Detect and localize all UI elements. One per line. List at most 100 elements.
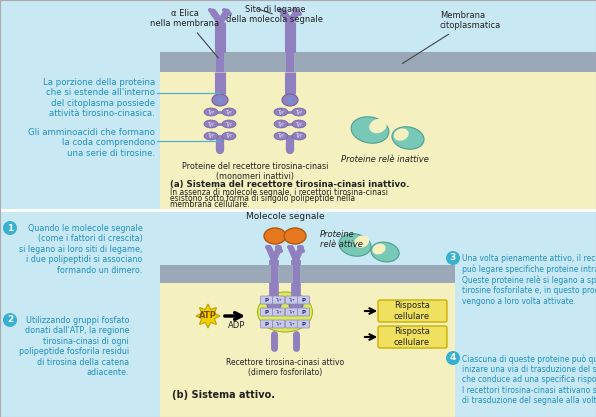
Bar xyxy=(216,52,224,72)
Ellipse shape xyxy=(274,108,288,116)
Circle shape xyxy=(446,351,460,365)
Text: 2: 2 xyxy=(7,316,13,324)
Text: Risposta
cellulare: Risposta cellulare xyxy=(394,327,430,347)
Text: Utilizzando gruppi fosfato
donati dall'ATP, la regione
tirosina-cinasi di ogni
p: Utilizzando gruppi fosfato donati dall'A… xyxy=(19,316,129,377)
Text: 3: 3 xyxy=(450,254,456,262)
Bar xyxy=(160,0,596,52)
Text: Tyr: Tyr xyxy=(296,133,303,138)
Bar xyxy=(0,0,596,210)
Circle shape xyxy=(3,221,17,235)
Ellipse shape xyxy=(264,228,286,244)
FancyBboxPatch shape xyxy=(285,320,297,328)
Text: membrana cellulare.: membrana cellulare. xyxy=(170,200,250,209)
Ellipse shape xyxy=(369,119,387,133)
Text: P: P xyxy=(302,297,306,302)
Text: Tyr: Tyr xyxy=(225,133,232,138)
Text: P: P xyxy=(265,309,269,314)
FancyBboxPatch shape xyxy=(260,320,272,328)
Circle shape xyxy=(446,251,460,265)
Ellipse shape xyxy=(355,236,370,248)
Ellipse shape xyxy=(282,94,298,106)
Bar xyxy=(160,265,455,283)
Text: Tyr: Tyr xyxy=(277,121,285,126)
Bar xyxy=(160,72,596,210)
Bar xyxy=(160,283,455,417)
Text: Tyr: Tyr xyxy=(275,322,282,326)
Text: α Elica
nella membrana: α Elica nella membrana xyxy=(150,9,219,58)
Text: Tyr: Tyr xyxy=(277,133,285,138)
Text: Tyr: Tyr xyxy=(288,310,294,314)
Text: Tyr: Tyr xyxy=(296,110,303,115)
Text: Tyr: Tyr xyxy=(275,310,282,314)
FancyBboxPatch shape xyxy=(297,320,309,328)
Text: Una volta pienamente attivo, il recettore
può legare specifiche proteine intrace: Una volta pienamente attivo, il recettor… xyxy=(462,254,596,306)
Ellipse shape xyxy=(372,244,386,254)
Ellipse shape xyxy=(292,132,306,140)
Ellipse shape xyxy=(257,292,312,332)
Text: esistono sotto forma di singolo polipeptide nella: esistono sotto forma di singolo polipept… xyxy=(170,194,355,203)
Text: 4: 4 xyxy=(450,354,456,362)
Bar xyxy=(160,210,455,265)
Ellipse shape xyxy=(392,127,424,149)
Text: Molecole segnale: Molecole segnale xyxy=(246,212,324,221)
Text: P: P xyxy=(265,322,269,327)
Bar xyxy=(271,265,278,283)
Text: Tyr: Tyr xyxy=(207,110,215,115)
Circle shape xyxy=(3,313,17,327)
FancyBboxPatch shape xyxy=(297,308,309,316)
Ellipse shape xyxy=(274,120,288,128)
Ellipse shape xyxy=(204,132,218,140)
Text: (a) Sistema del recettore tirosina-cinasi inattivo.: (a) Sistema del recettore tirosina-cinas… xyxy=(170,180,409,189)
Text: Tyr: Tyr xyxy=(288,322,294,326)
Text: Ciascuna di queste proteine può quindi
inizare una via di trasduzione del segnal: Ciascuna di queste proteine può quindi i… xyxy=(462,354,596,405)
Circle shape xyxy=(217,97,223,103)
Text: Recettore tirosina-cinasi attivo
(dimero fosforilato): Recettore tirosina-cinasi attivo (dimero… xyxy=(226,358,344,377)
FancyBboxPatch shape xyxy=(272,320,284,328)
Text: ATP: ATP xyxy=(199,311,217,321)
Ellipse shape xyxy=(222,120,236,128)
Text: La porzione della proteina
che si estende all'interno
del citoplasma possiede
at: La porzione della proteina che si estend… xyxy=(43,78,155,118)
Bar xyxy=(286,52,294,72)
FancyBboxPatch shape xyxy=(260,296,272,304)
Ellipse shape xyxy=(351,117,389,143)
FancyBboxPatch shape xyxy=(285,308,297,316)
Text: P: P xyxy=(302,322,306,327)
Ellipse shape xyxy=(222,108,236,116)
Text: Tyr: Tyr xyxy=(296,121,303,126)
Text: Membrana
citoplasmatica: Membrana citoplasmatica xyxy=(402,10,501,63)
FancyBboxPatch shape xyxy=(297,296,309,304)
Bar xyxy=(160,52,596,72)
Text: Sito di legame
della molecola segnale: Sito di legame della molecola segnale xyxy=(226,5,324,25)
Text: Tyr: Tyr xyxy=(288,298,294,302)
Ellipse shape xyxy=(339,234,371,256)
Text: 1: 1 xyxy=(7,224,13,233)
FancyBboxPatch shape xyxy=(260,308,272,316)
Ellipse shape xyxy=(204,120,218,128)
FancyBboxPatch shape xyxy=(378,300,447,322)
Text: ADP: ADP xyxy=(228,322,246,331)
Text: Tyr: Tyr xyxy=(225,121,232,126)
Ellipse shape xyxy=(292,120,306,128)
Text: Proteine del recettore tirosina-cinasi
(monomeri inattivi): Proteine del recettore tirosina-cinasi (… xyxy=(182,162,328,181)
Ellipse shape xyxy=(204,108,218,116)
Ellipse shape xyxy=(289,300,303,310)
Text: (b) Sistema attivo.: (b) Sistema attivo. xyxy=(172,390,275,400)
Bar xyxy=(293,265,300,283)
Text: Tyr: Tyr xyxy=(277,110,285,115)
FancyBboxPatch shape xyxy=(285,296,297,304)
Text: Risposta
cellulare: Risposta cellulare xyxy=(394,301,430,321)
Ellipse shape xyxy=(212,94,228,106)
Ellipse shape xyxy=(394,128,409,141)
Text: Tyr: Tyr xyxy=(225,110,232,115)
Text: Proteine relè inattive: Proteine relè inattive xyxy=(341,155,429,164)
FancyBboxPatch shape xyxy=(378,326,447,348)
Ellipse shape xyxy=(292,108,306,116)
Text: Tyr: Tyr xyxy=(275,298,282,302)
Text: Tyr: Tyr xyxy=(207,133,215,138)
FancyBboxPatch shape xyxy=(272,308,284,316)
Polygon shape xyxy=(196,304,220,328)
Text: P: P xyxy=(265,297,269,302)
Text: Tyr: Tyr xyxy=(207,121,215,126)
Bar xyxy=(0,210,596,417)
Text: Proteine
relè attive: Proteine relè attive xyxy=(320,230,363,249)
